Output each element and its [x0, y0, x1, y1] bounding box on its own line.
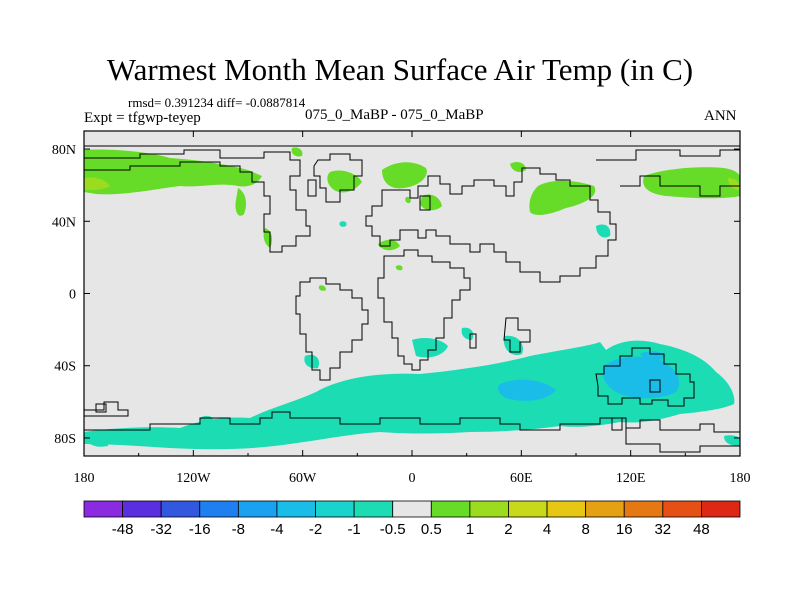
colorbar: -48 -32 -16 -8 -4 -2 -1 -0.5 0.5 1 2 4 8 16 32 48	[83, 500, 741, 538]
colorbar-label: 48	[693, 521, 710, 538]
coastline-africa	[377, 249, 471, 371]
colorbar-label: 0.5	[421, 521, 442, 538]
colorbar-label: -2	[309, 521, 322, 538]
x-tick-label: 0	[409, 471, 416, 486]
colorbar-label: -32	[150, 521, 172, 538]
colorbar-swatch	[469, 500, 509, 518]
season-label: ANN	[704, 108, 737, 124]
anomaly-patch-positive	[291, 147, 303, 157]
x-tick-label: 180	[730, 471, 751, 486]
coastline-scandinavia	[419, 195, 431, 211]
colorbar-label: -48	[112, 521, 134, 538]
colorbar-label: 2	[504, 521, 512, 538]
anomaly-patch-positive	[643, 167, 740, 199]
x-tick-label: 120W	[176, 471, 211, 486]
coastline-eurasia	[365, 167, 617, 283]
colorbar-swatch	[662, 500, 702, 518]
colorbar-swatch	[276, 500, 316, 518]
anomaly-patch-positive	[405, 196, 411, 204]
stats-label: rmsd= 0.391234 diff= -0.0887814	[128, 95, 306, 110]
anomaly-patch-positive	[327, 170, 362, 193]
y-tick-label: 0	[69, 288, 76, 303]
anomaly-patch-positive	[84, 149, 262, 195]
colorbar-swatch	[430, 500, 471, 518]
coastline-siberia	[596, 149, 740, 161]
colorbar-label: 32	[654, 521, 671, 538]
anomaly-patch-negative	[640, 351, 666, 361]
colorbar-swatch	[315, 500, 355, 518]
colorbar-label: 16	[616, 521, 633, 538]
colorbar-swatch	[508, 500, 548, 518]
colorbar-swatch	[83, 500, 123, 518]
coastline-east-asia	[620, 175, 740, 197]
anomaly-patch-negative	[86, 437, 109, 447]
anomaly-patch-negative	[412, 338, 448, 358]
colorbar-label: 1	[466, 521, 474, 538]
colorbar-swatch	[585, 500, 625, 518]
colorbar-swatch	[392, 500, 432, 518]
coastline-north-atlantic	[307, 179, 317, 197]
anomaly-field	[84, 147, 740, 450]
coastline-south-america	[295, 277, 369, 381]
map-subtitle: 075_0_MaBP - 075_0_MaBP	[305, 107, 484, 123]
coastline-north-america	[84, 149, 311, 253]
anomaly-patch-negative	[596, 224, 611, 238]
x-tick-label: 60W	[289, 471, 317, 486]
anomaly-patch-positive	[318, 285, 326, 291]
colorbar-swatch	[701, 500, 741, 518]
coastline-india	[503, 317, 531, 353]
colorbar-swatch	[199, 500, 239, 518]
y-tick-label: 80S	[54, 432, 76, 447]
anomaly-patch-positive	[728, 178, 740, 190]
colorbar-label: 8	[581, 521, 589, 538]
coastline-new-zealand	[649, 379, 661, 393]
map-title: Warmest Month Mean Surface Air Temp (in …	[106, 52, 694, 87]
colorbar-swatch	[623, 500, 664, 518]
coastlines	[84, 145, 740, 453]
y-tick-label: 80N	[52, 143, 76, 158]
coastline-antarctica	[84, 401, 740, 453]
anomaly-patch-positive	[378, 239, 400, 251]
anomaly-patch-positive	[235, 188, 246, 216]
colorbar-swatch	[122, 500, 162, 518]
colorbar-swatch	[160, 500, 201, 518]
anomaly-patch-positive	[382, 162, 427, 189]
anomaly-patch-negative	[84, 340, 735, 450]
coastline-greenland	[313, 153, 363, 203]
colorbar-label: 4	[543, 521, 551, 538]
colorbar-label: -1	[347, 521, 360, 538]
colorbar-label: -16	[189, 521, 211, 538]
colorbar-label: -0.5	[380, 521, 406, 538]
x-tick-label: 120E	[616, 471, 646, 486]
x-tick-label: 180	[74, 471, 95, 486]
colorbar-label: -4	[270, 521, 283, 538]
coastline-australia	[595, 347, 695, 407]
axis-ticks: 180 120W 60W 0 60E 120E 180 80N 40N 0 40S 80S	[52, 131, 751, 486]
x-tick-label: 60E	[510, 471, 533, 486]
colorbar-label: -8	[232, 521, 245, 538]
anomaly-patch-negative	[339, 221, 347, 227]
colorbar-swatch	[237, 500, 278, 518]
y-tick-label: 40N	[52, 215, 76, 230]
anomaly-patch-positive	[420, 194, 442, 211]
anomaly-patch-negative	[503, 335, 523, 356]
experiment-label: Expt = tfgwp-teyep	[84, 110, 201, 126]
coastline-madagascar	[469, 333, 477, 349]
anomaly-patch-positive	[529, 180, 596, 215]
anomaly-patch-positive	[395, 265, 403, 271]
y-tick-label: 40S	[54, 360, 76, 375]
coastline-east-pacific-island	[95, 403, 107, 413]
colorbar-swatch	[353, 500, 394, 518]
anomaly-patch-negative	[498, 379, 556, 401]
colorbar-swatch	[546, 500, 587, 518]
anomaly-patch-positive	[84, 177, 110, 190]
